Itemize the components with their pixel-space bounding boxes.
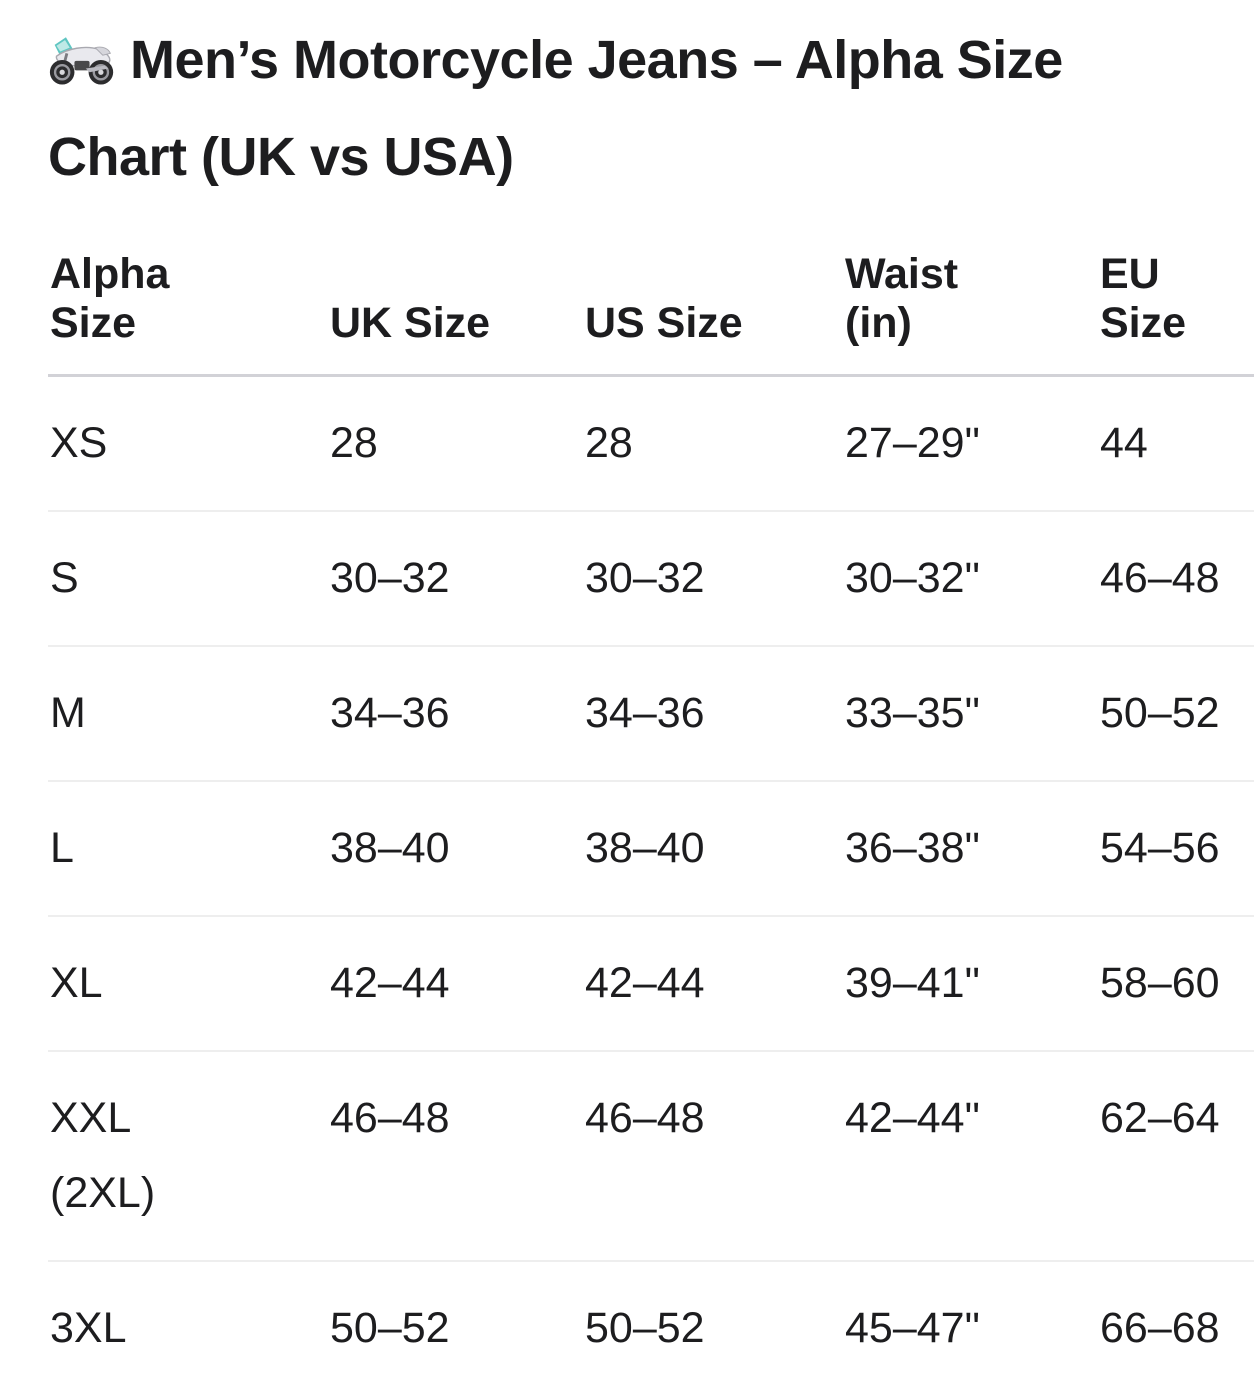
cell-us-size: 34–36 [583,645,843,781]
table-row: L 38–40 38–40 36–38" 54–56 [48,780,1254,916]
cell-uk-size: 50–52 [328,1260,583,1395]
table-row: XL 42–44 42–44 39–41" 58–60 [48,915,1254,1051]
cell-waist: 42–44" [843,1050,1098,1261]
cell-uk-size: 28 [330,419,378,467]
column-header-alpha-size: Alpha Size [48,246,328,377]
cell-eu-size: 46–48 [1098,510,1254,646]
table-row: XXL (2XL) 46–48 46–48 42–44" 62–64 [48,1050,1254,1261]
cell-us-size: 28 [585,419,633,467]
cell-waist: 27–29" [845,419,980,467]
cell-uk-size: 46–48 [328,1050,583,1261]
cell-eu-size: 66–68 [1098,1260,1254,1395]
cell-alpha-size: XS [50,419,108,467]
cell-alpha-size: XL [48,915,328,1051]
column-header-uk-size: UK Size [328,246,583,377]
table-body: XS 28 28 27–29" 44 S 30–32 30–32 30–32" … [48,376,1254,1395]
cell-waist: 36–38" [843,780,1098,916]
cell-alpha-size: 3XL [48,1260,328,1395]
cell-eu-size: 50–52 [1098,645,1254,781]
cell-alpha-size: S [48,510,328,646]
table-row: 3XL 50–52 50–52 45–47" 66–68 [48,1260,1254,1395]
cell-waist: 33–35" [843,645,1098,781]
size-chart-table: Alpha Size UK Size US Size Waist (in) EU… [48,246,1254,1395]
cell-us-size: 30–32 [583,510,843,646]
cell-alpha-size: M [48,645,328,781]
cell-waist: 45–47" [843,1260,1098,1395]
cell-uk-size: 30–32 [328,510,583,646]
cell-waist: 39–41" [843,915,1098,1051]
article: Men’s Motorcycle Jeans – Alpha Size Char… [0,12,1254,1395]
table-row: S 30–32 30–32 30–32" 46–48 [48,510,1254,646]
table-row: M 34–36 34–36 33–35" 50–52 [48,645,1254,781]
cell-us-size: 38–40 [583,780,843,916]
cell-eu-size: 44 [1100,419,1148,467]
page-title-text: Men’s Motorcycle Jeans – Alpha Size Char… [48,30,1063,187]
column-header-waist: Waist (in) [843,246,1098,377]
cell-eu-size: 54–56 [1098,780,1254,916]
column-header-us-size: US Size [583,246,843,377]
cell-us-size: 50–52 [583,1260,843,1395]
cell-eu-size: 58–60 [1098,915,1254,1051]
cell-waist: 30–32" [843,510,1098,646]
cell-eu-size: 62–64 [1098,1050,1254,1261]
cell-alpha-size: L [48,780,328,916]
column-header-eu-size: EU Size [1098,246,1254,377]
table-header-row: Alpha Size UK Size US Size Waist (in) EU… [48,246,1254,377]
cell-uk-size: 34–36 [328,645,583,781]
cell-us-size: 42–44 [583,915,843,1051]
page-title: Men’s Motorcycle Jeans – Alpha Size Char… [48,12,1178,206]
cell-us-size: 46–48 [583,1050,843,1261]
cell-uk-size: 38–40 [328,780,583,916]
motorcycle-icon [48,12,116,109]
table-row: XS 28 28 27–29" 44 [48,376,1254,512]
cell-alpha-size: XXL (2XL) [48,1050,328,1261]
cell-uk-size: 42–44 [328,915,583,1051]
